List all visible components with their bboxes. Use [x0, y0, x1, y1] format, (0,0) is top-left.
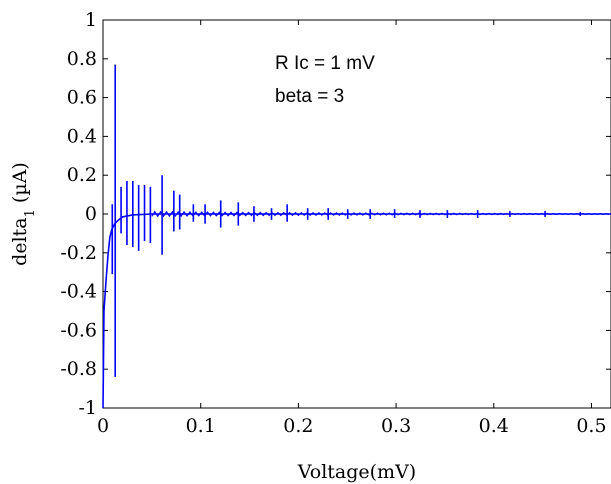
y-tick-label: 0.2	[67, 164, 97, 186]
y-axis-label-subscript: 1	[23, 209, 38, 217]
y-tick-label: -0.4	[60, 281, 97, 303]
x-axis-label: Voltage(mV)	[297, 461, 416, 483]
y-tick-label: 0.6	[67, 87, 97, 109]
x-tick-label: 0.5	[576, 415, 606, 437]
series-ripple	[151, 210, 610, 218]
y-axis-label: delta1 (µA)	[9, 162, 38, 266]
y-tick-label: -1	[78, 397, 97, 419]
y-tick-label: 0	[85, 203, 97, 225]
x-tick-label: 0.2	[283, 415, 313, 437]
y-axis-ticks: -1 -0.8 -0.6 -0.4 -0.2 0 0.2 0.4 0.6 0.8 1	[60, 9, 611, 419]
series-baseline	[102, 213, 611, 409]
y-tick-label: -0.2	[60, 242, 97, 264]
annotation-beta: beta = 3	[275, 86, 344, 107]
y-axis-label-main: delta	[9, 217, 31, 265]
x-tick-label: 0.1	[186, 415, 216, 437]
x-axis-ticks: 0 0.1 0.2 0.3 0.4 0.5	[97, 20, 607, 437]
y-tick-label: -0.6	[60, 319, 97, 341]
y-axis-label-unit: (µA)	[9, 162, 31, 209]
y-tick-label: -0.8	[60, 358, 97, 380]
x-tick-label: 0	[97, 415, 109, 437]
x-tick-label: 0.3	[381, 415, 411, 437]
y-tick-label: 0.8	[67, 48, 97, 70]
x-tick-label: 0.4	[479, 415, 509, 437]
y-tick-label: 1	[85, 9, 97, 31]
y-tick-label: 0.4	[67, 125, 97, 147]
annotation-ric: R Ic = 1 mV	[275, 53, 375, 74]
series-group	[102, 64, 611, 409]
